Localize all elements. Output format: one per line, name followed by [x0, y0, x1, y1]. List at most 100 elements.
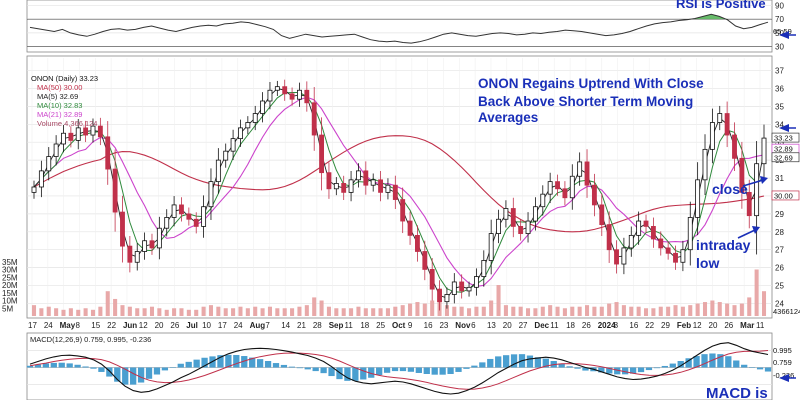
price-legend: ONON (Daily) 33.23 MA(50) 30.00 MA(5) 32…	[31, 74, 98, 128]
volume-bar	[422, 303, 427, 316]
macd-histogram-bar	[423, 367, 430, 374]
volume-bar	[135, 308, 140, 316]
candle-body	[120, 211, 125, 247]
volume-bar	[408, 303, 413, 316]
macd-histogram-bar	[582, 367, 589, 371]
price-value-box	[771, 152, 800, 163]
volume-bar	[312, 297, 317, 316]
macd-histogram-bar	[725, 356, 732, 368]
x-tick-label: 26	[170, 321, 179, 330]
volume-bar	[761, 291, 767, 316]
volume-tick-label: 25M	[2, 273, 18, 282]
macd-histogram-bar	[693, 356, 700, 368]
macd-histogram-bar	[288, 366, 296, 368]
candle-body	[569, 175, 575, 199]
candle-body	[400, 199, 406, 222]
price-tick-label: 29	[775, 210, 784, 219]
x-tick-label: 13	[487, 321, 496, 330]
x-tick-label: 20	[709, 321, 718, 330]
candle-body	[289, 93, 295, 100]
volume-bar	[732, 305, 737, 316]
macd-histogram-bar	[74, 364, 81, 368]
volume-bar	[54, 308, 59, 316]
macd-histogram-bar	[34, 364, 42, 368]
close-annotation: close	[712, 181, 748, 197]
volume-bar	[717, 302, 722, 316]
x-tick-label: Oct	[392, 321, 406, 330]
legend-ma10: MA(10) 32.83	[37, 101, 82, 110]
candle-body	[179, 204, 184, 215]
x-tick-label: 20	[155, 321, 164, 330]
candle-body	[746, 191, 752, 217]
candle-body	[422, 251, 428, 270]
volume-bar	[290, 308, 295, 316]
x-tick-label: Sep	[329, 321, 344, 330]
rsi-tick-label: 30	[775, 43, 784, 52]
candle-body	[112, 168, 118, 213]
volume-bar	[223, 308, 228, 316]
x-tick-label: 12	[139, 321, 148, 330]
macd-histogram-bar	[431, 367, 438, 375]
macd-histogram-bar	[629, 367, 637, 374]
candle-body	[105, 136, 111, 170]
volume-bar	[555, 306, 560, 316]
candle-body	[319, 134, 325, 174]
x-tick-label: Jun	[123, 321, 137, 330]
x-tick-label: 28	[313, 321, 322, 330]
headline-line-2: Back Above Shorter Term Moving	[478, 94, 693, 109]
price-value-label: 32.89	[774, 145, 793, 154]
candle-body	[53, 143, 59, 157]
candle-body	[555, 181, 560, 190]
macd-line	[29, 342, 769, 395]
macd-histogram-bar	[399, 367, 407, 372]
macd-value-label: 0.995	[773, 346, 792, 355]
volume-bar	[415, 302, 420, 316]
moving-averages	[33, 88, 765, 299]
close-arrowhead	[760, 176, 768, 184]
candle-body	[754, 163, 760, 217]
ma21-line	[33, 96, 765, 287]
candle-body	[658, 238, 664, 249]
macd-series	[26, 342, 772, 395]
volume-bar	[680, 306, 685, 316]
candle-body	[90, 125, 96, 136]
volume-bar	[113, 298, 118, 316]
candle-body	[97, 125, 103, 138]
volume-bar	[526, 308, 531, 316]
volume-tick-label: 5M	[2, 304, 13, 313]
x-tick-label: 6	[471, 321, 476, 330]
ma10-line	[33, 92, 765, 293]
candle-body	[496, 218, 501, 234]
candle-body	[444, 294, 450, 303]
candle-body	[636, 220, 642, 236]
candle-body	[223, 150, 229, 161]
price-candles	[31, 79, 767, 311]
volume-bar	[334, 308, 339, 316]
candle-body	[650, 226, 656, 240]
rsi-tick-label: 70	[775, 15, 784, 24]
volume-bar	[710, 300, 715, 316]
candle-body	[547, 181, 553, 195]
candle-body	[739, 157, 745, 193]
candle-body	[363, 170, 369, 186]
volume-bar	[629, 306, 634, 316]
macd-histogram-bar	[471, 365, 478, 368]
macd-histogram-bar	[249, 357, 256, 368]
macd-histogram-bar	[463, 367, 470, 369]
volume-bar	[267, 306, 272, 316]
volume-tick-label: 20M	[2, 281, 18, 290]
macd-histogram-bar	[614, 367, 621, 375]
price-tick-label: 33	[775, 138, 784, 147]
macd-histogram-bar	[376, 367, 383, 376]
volume-bar	[658, 306, 663, 316]
macd-histogram-bar	[669, 363, 676, 368]
volume-bar	[61, 309, 66, 316]
candle-body	[532, 206, 538, 222]
x-tick-label: 11	[550, 321, 559, 330]
rsi-line	[29, 13, 769, 44]
x-tick-label: 18	[360, 321, 369, 330]
macd-histogram-bar	[66, 363, 73, 368]
volume-bar	[319, 300, 324, 316]
x-tick-label: 24	[44, 321, 53, 330]
